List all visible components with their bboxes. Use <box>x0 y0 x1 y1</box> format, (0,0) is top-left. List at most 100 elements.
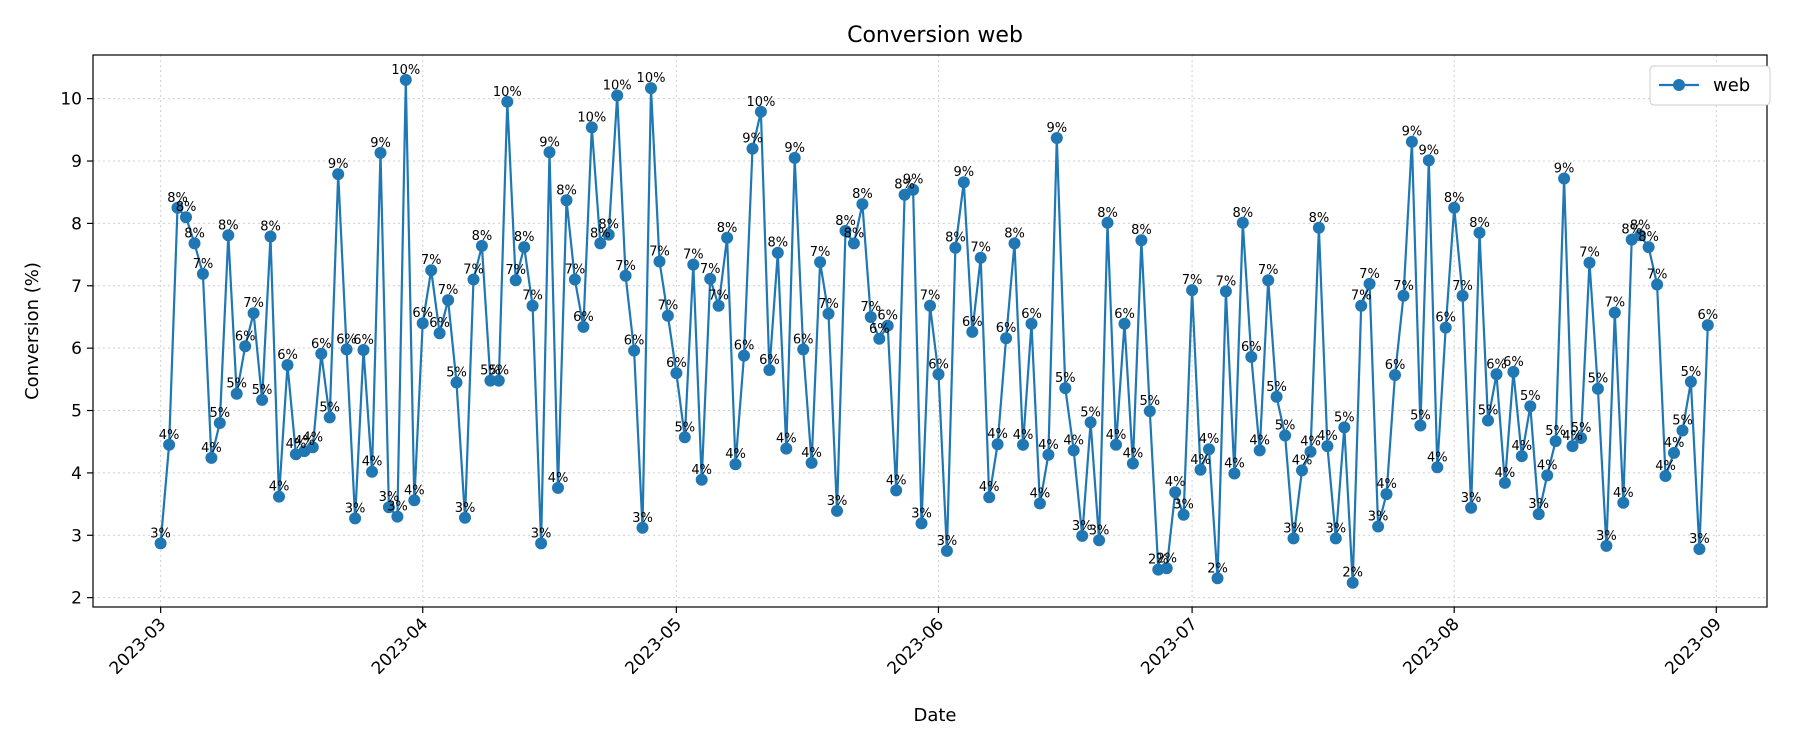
data-point <box>1456 289 1469 302</box>
data-point <box>239 340 252 353</box>
data-point <box>822 307 835 320</box>
data-point <box>281 359 294 371</box>
data-label: 8% <box>590 226 611 241</box>
data-point <box>1236 216 1249 229</box>
data-label: 4% <box>801 446 822 461</box>
data-label: 5% <box>1545 424 1566 439</box>
data-label: 7% <box>1579 246 1600 261</box>
data-label: 5% <box>1571 421 1592 436</box>
data-point <box>1668 446 1680 459</box>
data-label: 3% <box>1072 519 1093 534</box>
data-point <box>163 438 176 451</box>
data-label: 7% <box>1216 274 1237 289</box>
data-point <box>729 458 742 471</box>
data-label: 3% <box>387 500 408 515</box>
data-point <box>1448 201 1461 214</box>
data-label: 4% <box>886 473 907 488</box>
data-point <box>957 176 970 189</box>
legend-box <box>1649 65 1771 106</box>
data-label: 6% <box>1241 340 1262 355</box>
data-point <box>475 239 488 252</box>
data-point <box>1338 421 1351 434</box>
x-tick-label: 2023-09 <box>1661 614 1725 678</box>
data-label: 8% <box>218 218 239 233</box>
data-point <box>594 237 607 250</box>
data-point <box>1693 543 1706 555</box>
data-point <box>1355 299 1368 312</box>
data-point <box>1676 424 1689 437</box>
y-tick-label: 10 <box>60 90 82 110</box>
data-label: 7% <box>193 257 214 272</box>
data-label: 4% <box>362 455 383 470</box>
data-point <box>754 105 767 118</box>
data-point <box>459 511 471 524</box>
series-markers <box>154 73 1714 589</box>
data-point <box>230 387 243 400</box>
data-point <box>509 274 522 287</box>
data-point <box>349 512 362 525</box>
data-point <box>628 344 641 357</box>
x-tick-label: 2023-03 <box>106 614 170 678</box>
data-point <box>366 465 378 478</box>
data-label: 5% <box>1334 410 1355 425</box>
data-point <box>1634 229 1647 242</box>
data-point <box>1684 375 1697 388</box>
data-point <box>831 504 843 517</box>
data-point <box>492 374 505 387</box>
data-label: 8% <box>514 230 535 245</box>
data-point <box>1490 368 1503 381</box>
data-point <box>171 201 184 214</box>
data-point <box>391 510 404 523</box>
data-point <box>543 146 556 159</box>
data-point <box>712 299 725 312</box>
data-point <box>788 151 801 164</box>
data-point <box>1177 508 1190 521</box>
data-label: 4% <box>979 480 1000 495</box>
data-point <box>1414 419 1427 432</box>
data-point <box>1067 444 1080 457</box>
data-label: 6% <box>235 329 256 344</box>
series-line-web <box>159 78 1709 584</box>
data-label: 4% <box>302 430 323 445</box>
data-label: 5% <box>1275 419 1296 434</box>
data-point <box>1617 496 1630 509</box>
data-point <box>306 441 319 454</box>
data-label: 6% <box>1435 311 1456 326</box>
data-point <box>577 320 590 333</box>
data-label: 6% <box>573 310 594 325</box>
plot-frame <box>92 54 1768 608</box>
data-point <box>1608 306 1621 319</box>
data-label: 6% <box>1385 358 1406 373</box>
data-label: 7% <box>1393 279 1414 294</box>
data-point <box>1380 488 1393 501</box>
data-label: 9% <box>1402 125 1423 140</box>
data-point <box>645 82 657 95</box>
data-label: 7% <box>565 263 586 278</box>
data-label: 3% <box>1173 498 1194 513</box>
data-point <box>1651 278 1664 291</box>
data-label: 7% <box>1452 279 1473 294</box>
data-point <box>340 343 353 356</box>
data-point <box>924 299 936 312</box>
x-axis-label: Date <box>913 705 956 726</box>
data-label: 4% <box>776 432 797 447</box>
data-label: 3% <box>827 494 848 509</box>
data-point <box>1524 400 1537 413</box>
data-label: 4% <box>987 427 1008 442</box>
chart-title: Conversion web <box>847 23 1023 48</box>
data-point <box>1000 332 1013 345</box>
data-point <box>501 95 514 108</box>
data-point <box>856 198 869 211</box>
data-point <box>1245 350 1258 363</box>
data-point <box>949 241 962 254</box>
data-label: 8% <box>945 231 966 246</box>
data-label: 4% <box>1664 436 1685 451</box>
data-label: 8% <box>894 178 915 193</box>
data-point <box>247 307 260 320</box>
y-tick-label: 5 <box>71 402 82 422</box>
data-point <box>1541 469 1554 482</box>
data-label: 3% <box>1689 532 1710 547</box>
data-label: 3% <box>1283 521 1304 536</box>
data-point <box>180 211 192 224</box>
data-label: 6% <box>311 337 332 352</box>
